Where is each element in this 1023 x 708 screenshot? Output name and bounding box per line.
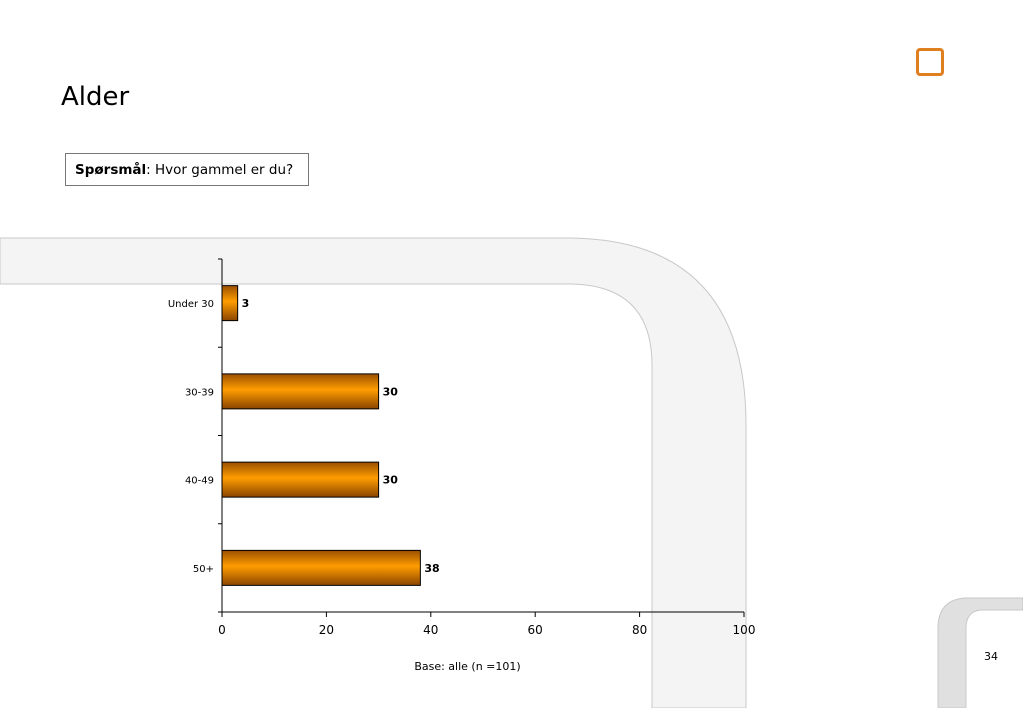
brand-logo-icon bbox=[916, 48, 944, 76]
chart-bars bbox=[221, 285, 421, 586]
bar bbox=[221, 461, 380, 498]
category-label: Under 30 bbox=[168, 299, 214, 310]
data-label: 30 bbox=[383, 385, 399, 398]
chart-labels: 0 20 40 60 80 100 Under 30 3 30-39 30 40-49 30 50+ 38 bbox=[168, 297, 756, 637]
corner-swoosh bbox=[937, 597, 1023, 708]
x-tick-label: 0 bbox=[218, 623, 226, 637]
bar bbox=[221, 549, 421, 586]
question-label: Spørsmål bbox=[75, 162, 147, 178]
x-tick-label: 80 bbox=[632, 623, 647, 637]
question-text: : Hvor gammel er du? bbox=[146, 162, 294, 178]
data-label: 30 bbox=[383, 474, 399, 487]
x-tick-label: 40 bbox=[423, 623, 438, 637]
category-label: 40-49 bbox=[185, 476, 214, 487]
bar bbox=[221, 285, 239, 322]
base-note: Base: alle (n =101) bbox=[414, 660, 521, 673]
category-label: 50+ bbox=[193, 564, 214, 575]
page-title: Alder bbox=[61, 82, 130, 112]
background-swoosh bbox=[0, 237, 747, 708]
question-box: Spørsmål: Hvor gammel er du? bbox=[65, 153, 309, 186]
category-label: 30-39 bbox=[185, 387, 214, 398]
data-label: 3 bbox=[242, 297, 250, 310]
bar bbox=[221, 373, 380, 410]
page-number: 34 bbox=[984, 650, 998, 663]
x-tick-label: 60 bbox=[528, 623, 543, 637]
x-tick-label: 20 bbox=[319, 623, 334, 637]
data-label: 38 bbox=[424, 562, 439, 575]
x-tick-label: 100 bbox=[733, 623, 756, 637]
